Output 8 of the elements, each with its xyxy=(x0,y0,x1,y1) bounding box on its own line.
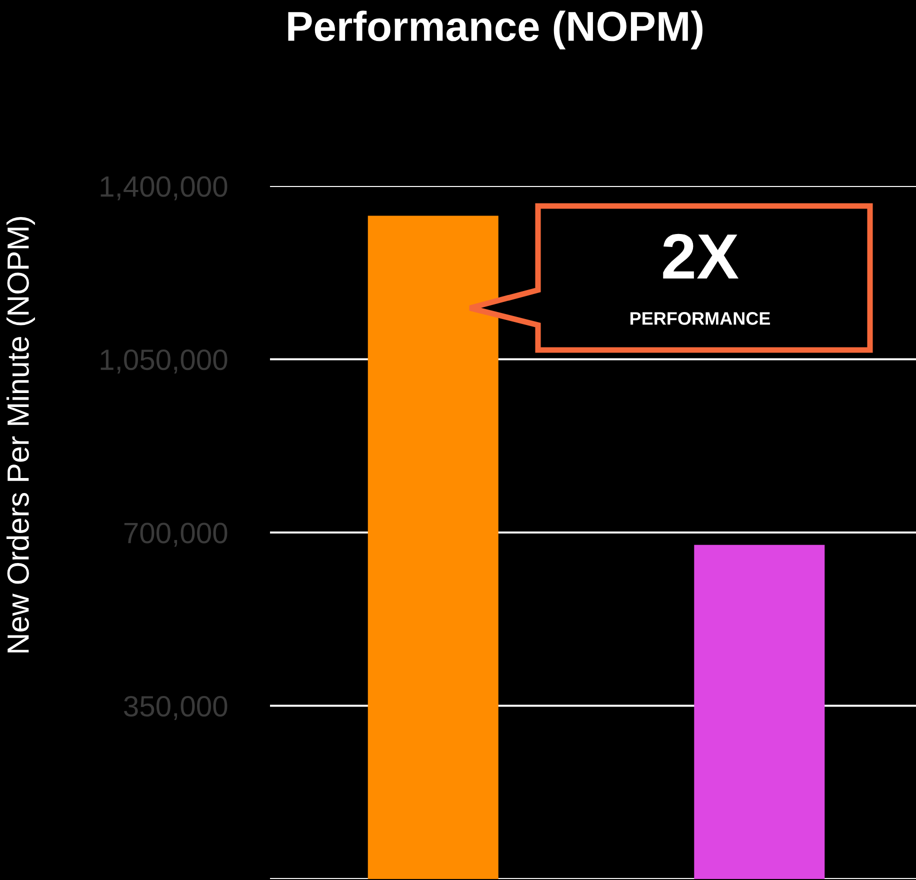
y-axis-title: New Orders Per Minute (NOPM) xyxy=(6,217,35,652)
y-tick-label: 1,050,000 xyxy=(100,349,228,374)
annotation: 2X xyxy=(663,234,739,279)
chart-title: Performance (NOPM) xyxy=(288,10,702,50)
y-tick-label: 350,000 xyxy=(124,696,228,720)
annotation: PERFORMANCE xyxy=(630,312,770,325)
y-tick-label: 1,400,000 xyxy=(100,176,228,200)
y-tick-label: 700,000 xyxy=(124,522,228,547)
